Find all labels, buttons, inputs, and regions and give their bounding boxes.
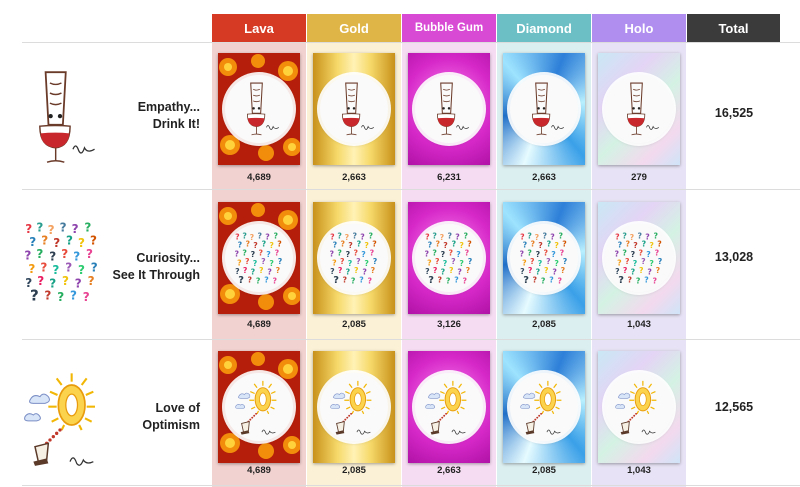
card-coin (510, 224, 578, 292)
card-lava[interactable] (218, 351, 300, 463)
card-coin (225, 75, 293, 143)
card-diamond[interactable] (503, 202, 585, 314)
count-gold: 2,663 (342, 172, 366, 183)
count-holo: 279 (631, 172, 647, 183)
card-coin (510, 373, 578, 441)
row-divider (22, 42, 800, 43)
count-diamond: 2,085 (532, 465, 556, 476)
card-bubble-gum[interactable] (408, 202, 490, 314)
card-bubble-gum[interactable] (408, 53, 490, 165)
row-title-line1: Empathy... (137, 100, 200, 114)
column-header-lava: Lava (212, 14, 306, 42)
row-title-line1: Curiosity... (136, 251, 200, 265)
card-diamond[interactable] (503, 351, 585, 463)
row-title-line2: See It Through (112, 268, 201, 282)
card-coin (605, 373, 673, 441)
row-title-line2: Drink It! (152, 117, 200, 131)
card-diamond[interactable] (503, 53, 585, 165)
column-header-diamond: Diamond (497, 14, 591, 42)
row-divider (22, 485, 800, 486)
card-holo[interactable] (598, 202, 680, 314)
row-title-line1: Love of (155, 401, 200, 415)
row-divider (22, 189, 800, 190)
column-header-gold: Gold (307, 14, 401, 42)
card-holo[interactable] (598, 351, 680, 463)
column-header-bubble-gum: Bubble Gum (402, 14, 496, 42)
row-title: Love of Optimism (80, 400, 200, 434)
card-coin (415, 224, 483, 292)
card-coin (225, 373, 293, 441)
column-header-total: Total (687, 14, 780, 42)
row-total: 16,525 (714, 106, 754, 120)
card-bubble-gum[interactable] (408, 351, 490, 463)
card-gold[interactable] (313, 202, 395, 314)
column-header-holo: Holo (592, 14, 686, 42)
count-lava: 4,689 (247, 465, 271, 476)
card-coin (320, 373, 388, 441)
count-lava: 4,689 (247, 319, 271, 330)
count-lava: 4,689 (247, 172, 271, 183)
count-diamond: 2,663 (532, 172, 556, 183)
card-coin (605, 224, 673, 292)
count-holo: 1,043 (627, 319, 651, 330)
count-gold: 2,085 (342, 319, 366, 330)
row-divider (22, 339, 800, 340)
card-lava[interactable] (218, 53, 300, 165)
card-coin (225, 224, 293, 292)
card-lava[interactable] (218, 202, 300, 314)
row-optimism: Love of Optimism 4,689 2,085 2,663 2,085… (0, 340, 800, 485)
count-holo: 1,043 (627, 465, 651, 476)
card-coin (510, 75, 578, 143)
count-bubble-gum: 3,126 (437, 319, 461, 330)
row-title: Empathy... Drink It! (80, 99, 200, 133)
row-total: 13,028 (714, 250, 754, 264)
count-bubble-gum: 6,231 (437, 172, 461, 183)
count-diamond: 2,085 (532, 319, 556, 330)
card-coin (320, 224, 388, 292)
card-coin (320, 75, 388, 143)
row-title: Curiosity... See It Through (80, 250, 201, 284)
card-coin (415, 75, 483, 143)
card-coin (415, 373, 483, 441)
count-bubble-gum: 2,663 (437, 465, 461, 476)
card-coin (605, 75, 673, 143)
row-empathy: Empathy... Drink It! 4,689 2,663 6,231 2… (0, 43, 800, 189)
card-holo[interactable] (598, 53, 680, 165)
count-gold: 2,085 (342, 465, 366, 476)
card-gold[interactable] (313, 53, 395, 165)
row-title-line2: Optimism (142, 418, 200, 432)
row-curiosity: Curiosity... See It Through 4,689 2,085 … (0, 190, 800, 339)
card-gold[interactable] (313, 351, 395, 463)
row-total: 12,565 (714, 400, 754, 414)
